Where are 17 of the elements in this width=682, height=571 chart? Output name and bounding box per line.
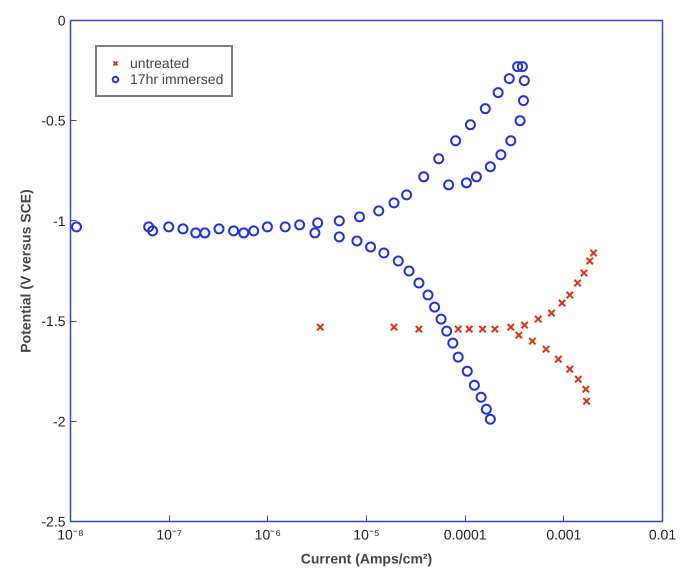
x-axis-title: Current (Amps/cm²): [300, 550, 432, 566]
x-tick-label: 10⁻⁵: [353, 526, 380, 542]
y-tick-label: -2: [53, 413, 66, 430]
x-tick-label: 0.0001: [444, 526, 487, 542]
y-tick-label: -2.5: [41, 514, 66, 530]
y-tick-label: 0: [58, 12, 66, 28]
x-tick-label: 0.01: [648, 526, 676, 542]
legend-label: untreated: [130, 55, 190, 71]
x-tick-label: 0.001: [546, 526, 582, 542]
y-tick-label: -0.5: [41, 112, 66, 129]
x-tick-label: 10⁻⁶: [254, 526, 282, 542]
x-tick-label: 10⁻⁸: [57, 526, 84, 542]
y-axis-title: Potential (V versus SCE): [17, 189, 34, 353]
y-tick-label: -1: [53, 212, 66, 229]
y-tick-label: -1.5: [41, 313, 66, 330]
x-tick-label: 10⁻⁷: [156, 526, 182, 542]
legend-label: 17hr immersed: [130, 71, 224, 87]
